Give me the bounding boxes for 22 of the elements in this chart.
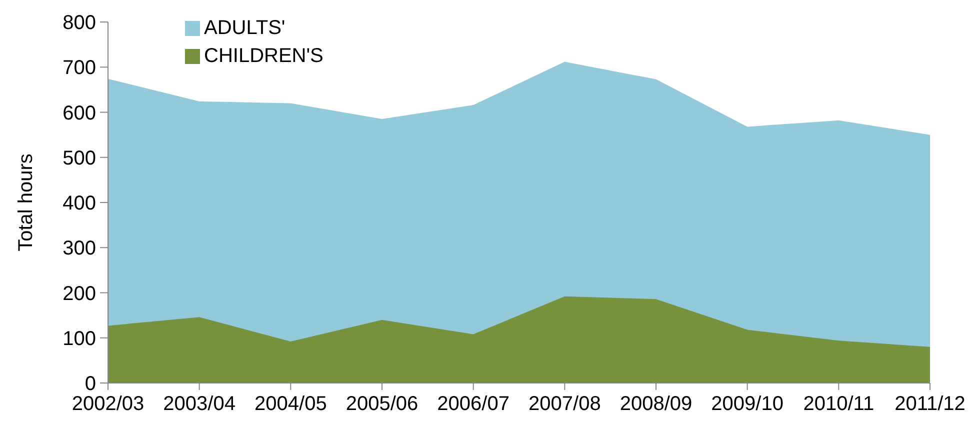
x-tick-label: 2011/12 <box>894 393 966 416</box>
y-tick-label: 200 <box>62 282 96 305</box>
x-tick-label: 2010/11 <box>803 393 874 416</box>
y-axis-title: Total hours <box>15 154 37 252</box>
y-tick-label: 500 <box>62 147 96 170</box>
x-tick-label: 2009/10 <box>711 393 784 416</box>
x-tick-label: 2006/07 <box>437 393 510 416</box>
x-tick-label: 2004/05 <box>254 393 327 416</box>
x-tick-label: 2005/06 <box>346 393 418 416</box>
legend-label: ADULTS' <box>204 17 286 39</box>
y-tick-label: 0 <box>84 373 96 396</box>
y-tick-label: 700 <box>62 57 96 80</box>
y-tick-label: 400 <box>62 192 96 215</box>
legend-label: CHILDREN'S <box>204 45 324 67</box>
y-tick-label: 600 <box>62 102 96 124</box>
y-tick-label: 800 <box>62 12 96 34</box>
x-tick-label: 2007/08 <box>528 393 601 416</box>
y-tick-label: 100 <box>62 328 96 350</box>
x-tick-label: 2002/03 <box>72 393 144 416</box>
x-tick-label: 2008/09 <box>620 393 692 416</box>
x-tick-label: 2003/04 <box>163 393 236 416</box>
y-tick-label: 300 <box>62 238 96 260</box>
